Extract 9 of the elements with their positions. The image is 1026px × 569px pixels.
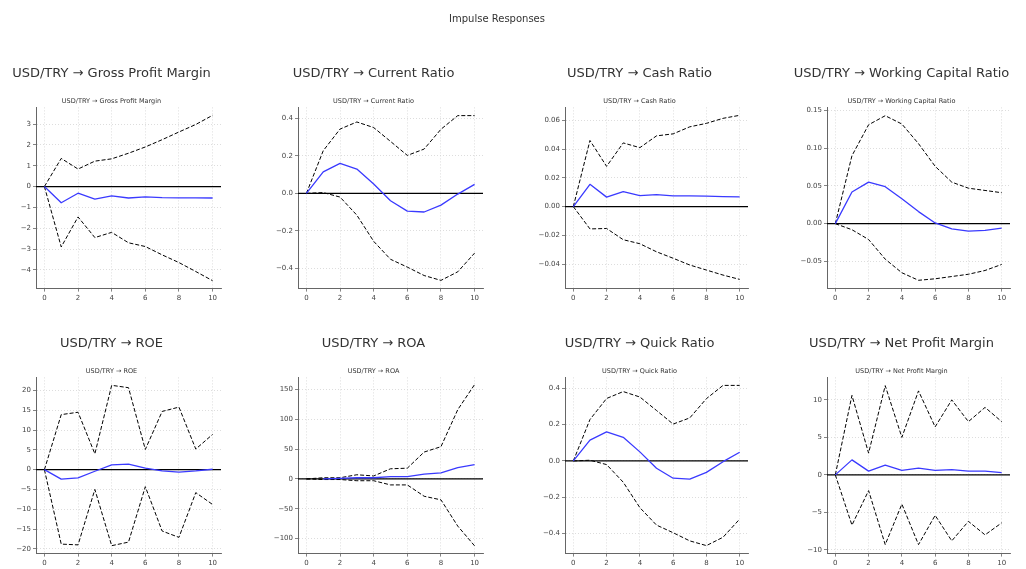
chart-title: USD/TRY → Net Profit Margin xyxy=(809,335,994,351)
chart-title: USD/TRY → Working Capital Ratio xyxy=(793,65,1010,81)
chart-title: USD/TRY → Quick Ratio xyxy=(564,335,715,351)
chart-title: USD/TRY → ROE xyxy=(60,335,163,351)
chart-title: USD/TRY → Gross Profit Margin xyxy=(12,65,211,81)
chart-title: USD/TRY → Cash Ratio xyxy=(567,65,713,81)
chart-title: USD/TRY → ROA xyxy=(321,335,426,351)
text: Impulse Responses xyxy=(448,12,546,26)
chart-title: USD/TRY → Current Ratio xyxy=(292,65,455,81)
